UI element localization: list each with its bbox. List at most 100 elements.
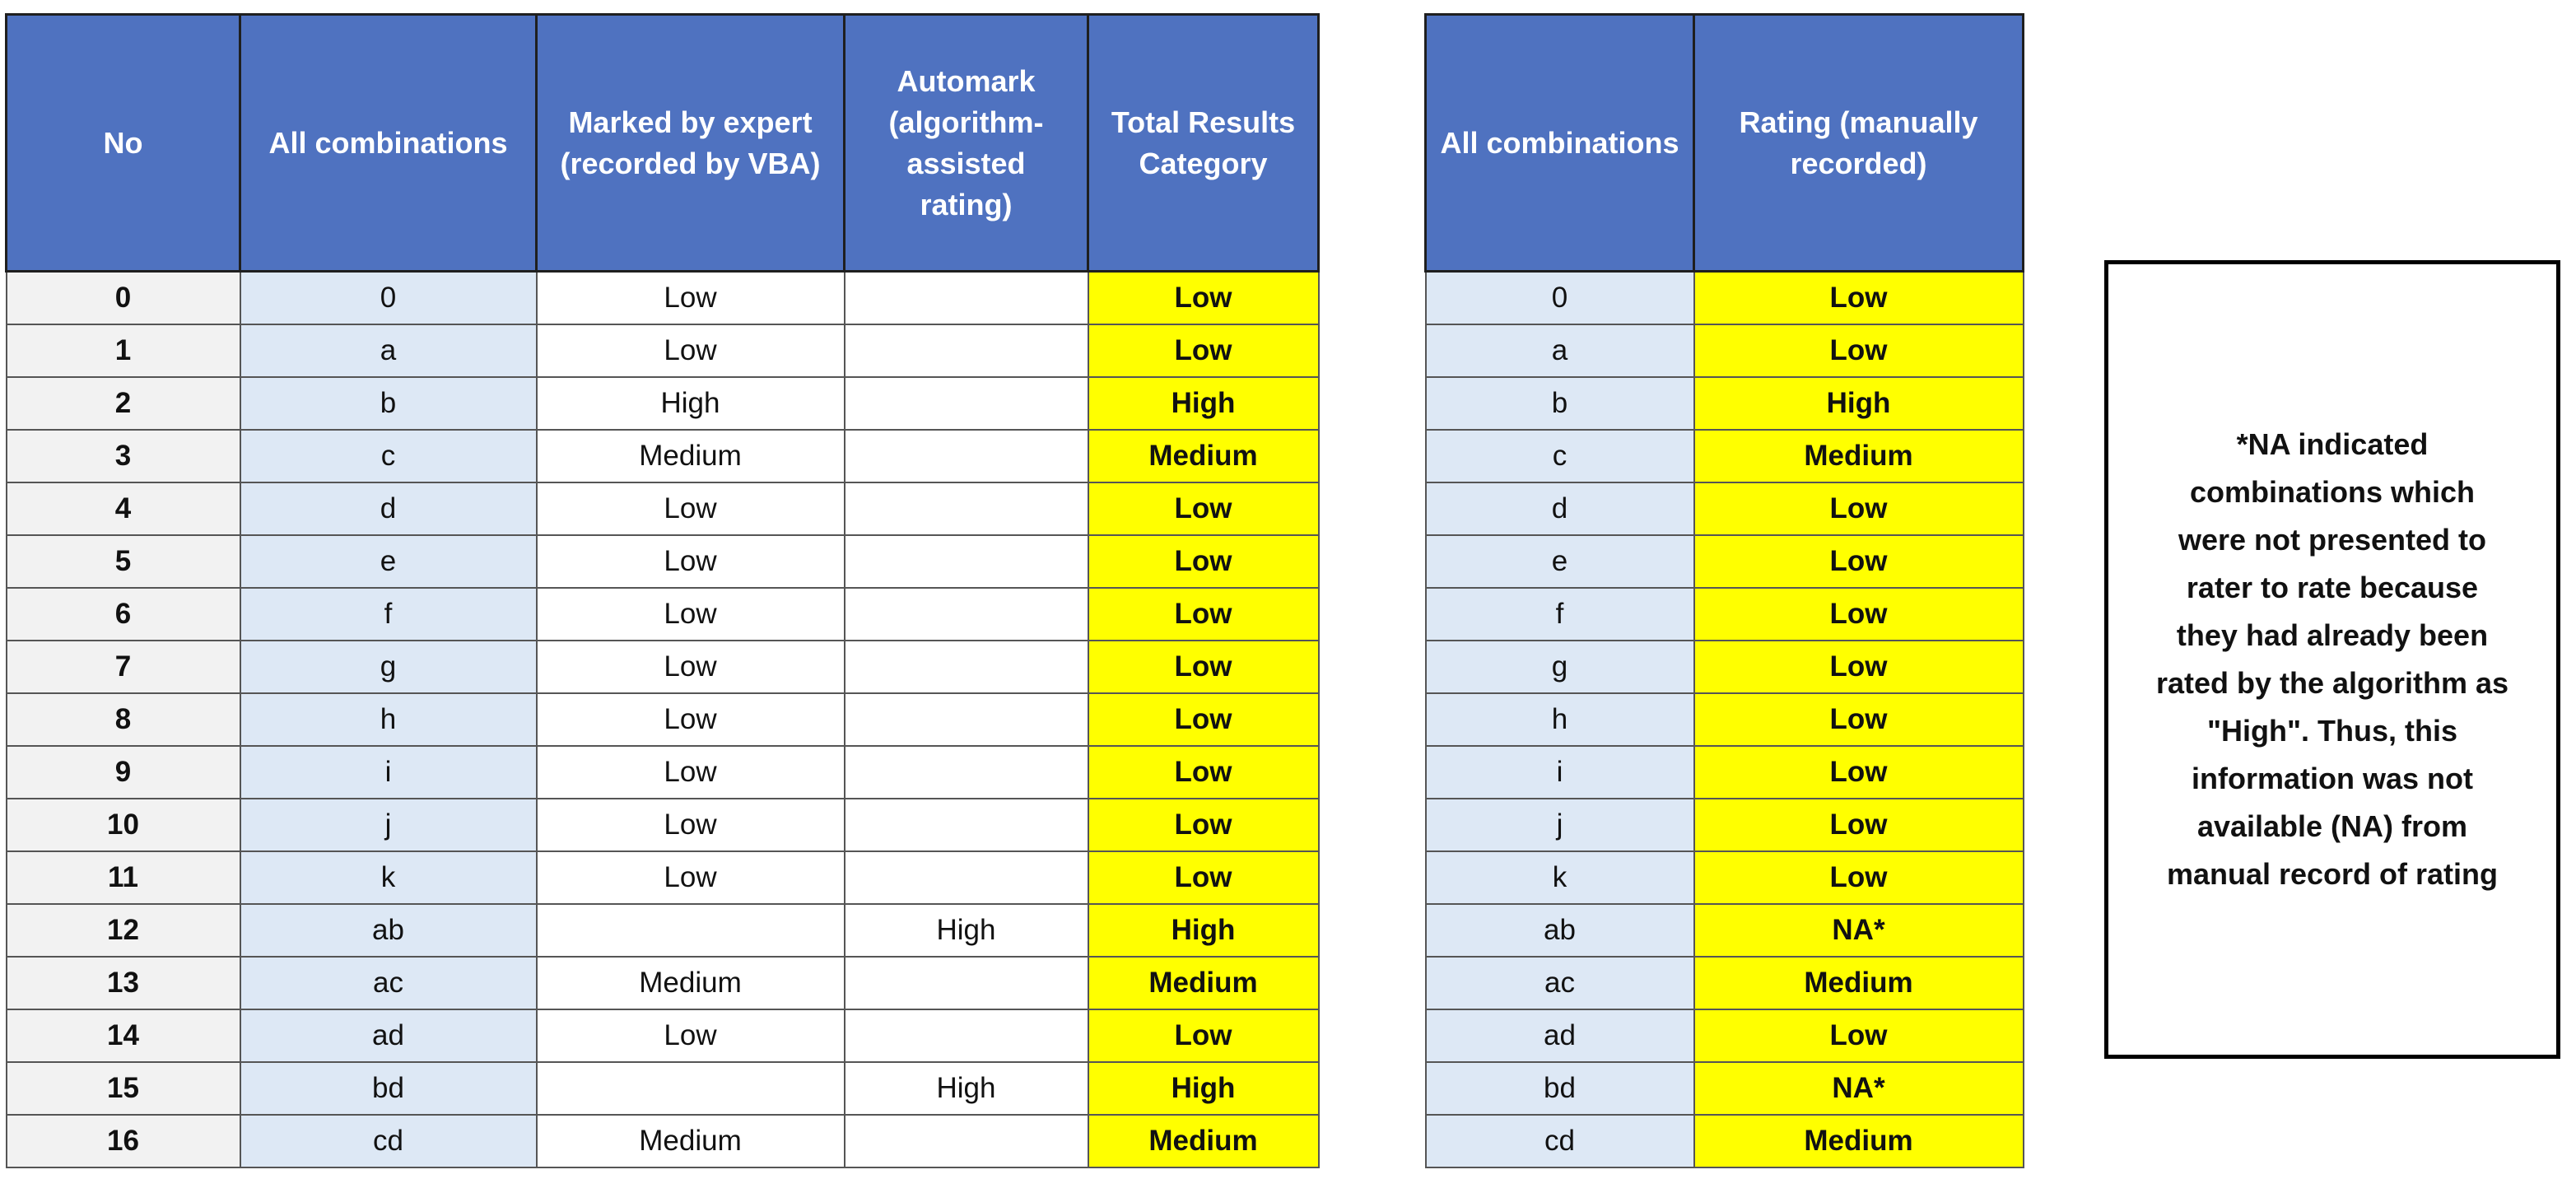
- cell: g: [239, 639, 538, 694]
- row: i Low: [1424, 744, 2024, 799]
- cell: [843, 481, 1089, 536]
- row: h Low: [1424, 692, 2024, 747]
- cell: d: [1424, 481, 1695, 536]
- results-table: No All combinations Marked by expert (reco…: [5, 13, 1320, 1168]
- cell: [843, 850, 1089, 905]
- cell: [843, 692, 1089, 747]
- row: g Low: [1424, 639, 2024, 694]
- note-line: *NA indicated: [2236, 427, 2429, 461]
- cell: [843, 586, 1089, 641]
- row: 16 cd Medium Medium: [5, 1113, 1320, 1168]
- cell: Low: [1693, 534, 2024, 589]
- cell: [843, 797, 1089, 852]
- cell: k: [239, 850, 538, 905]
- cell: Low: [535, 270, 845, 325]
- row: 15 bd High High: [5, 1060, 1320, 1116]
- row: 9 i Low Low: [5, 744, 1320, 799]
- cell: Low: [1693, 850, 2024, 905]
- cell: Low: [1693, 1008, 2024, 1063]
- cell: i: [239, 744, 538, 799]
- cell: bd: [1424, 1060, 1695, 1116]
- cell: High: [1087, 375, 1320, 431]
- row: 2 b High High: [5, 375, 1320, 431]
- row: 5 e Low Low: [5, 534, 1320, 589]
- cell: [843, 270, 1089, 325]
- cell: h: [239, 692, 538, 747]
- row: c Medium: [1424, 428, 2024, 483]
- cell: Low: [535, 744, 845, 799]
- row: 8 h Low Low: [5, 692, 1320, 747]
- cell: Low: [535, 1008, 845, 1063]
- cell: NA*: [1693, 902, 2024, 958]
- cell: ad: [1424, 1008, 1695, 1063]
- cell: 7: [5, 639, 241, 694]
- cell: ab: [239, 902, 538, 958]
- cell: 0: [5, 270, 241, 325]
- cell: Low: [1087, 270, 1320, 325]
- row: e Low: [1424, 534, 2024, 589]
- cell: [843, 1008, 1089, 1063]
- cell: f: [239, 586, 538, 641]
- cell: Medium: [1087, 1113, 1320, 1168]
- header-cell: Automark (algorithm-assisted rating): [843, 13, 1089, 273]
- cell: 6: [5, 586, 241, 641]
- cell: Low: [1693, 692, 2024, 747]
- row: 11 k Low Low: [5, 850, 1320, 905]
- cell: Medium: [1693, 428, 2024, 483]
- cell: 16: [5, 1113, 241, 1168]
- note-box: *NA indicated combinations which were not …: [2104, 260, 2560, 1059]
- row: 0 0 Low Low: [5, 270, 1320, 325]
- cell: High: [1087, 902, 1320, 958]
- note-line: available (NA) from: [2196, 809, 2468, 843]
- cell: Medium: [1087, 955, 1320, 1010]
- row: j Low: [1424, 797, 2024, 852]
- cell: Low: [1087, 534, 1320, 589]
- note-line: rated by the algorithm as: [2155, 666, 2509, 700]
- row: b High: [1424, 375, 2024, 431]
- cell: bd: [239, 1060, 538, 1116]
- cell: [843, 639, 1089, 694]
- note-line: rater to rate because: [2186, 571, 2479, 604]
- cell: Low: [1087, 586, 1320, 641]
- header-cell: Marked by expert (recorded by VBA): [535, 13, 845, 273]
- cell: i: [1424, 744, 1695, 799]
- cell: 0: [239, 270, 538, 325]
- cell: Medium: [1087, 428, 1320, 483]
- cell: Low: [535, 797, 845, 852]
- cell: Low: [1693, 744, 2024, 799]
- cell: 13: [5, 955, 241, 1010]
- cell: Low: [1693, 797, 2024, 852]
- cell: g: [1424, 639, 1695, 694]
- row: bd NA*: [1424, 1060, 2024, 1116]
- cell: e: [1424, 534, 1695, 589]
- cell: High: [843, 1060, 1089, 1116]
- row: 0 Low: [1424, 270, 2024, 325]
- row: ac Medium: [1424, 955, 2024, 1010]
- cell: b: [239, 375, 538, 431]
- cell: d: [239, 481, 538, 536]
- cell: e: [239, 534, 538, 589]
- cell: Low: [1087, 481, 1320, 536]
- cell: [843, 375, 1089, 431]
- header-cell: Total Results Category: [1087, 13, 1320, 273]
- cell: [843, 323, 1089, 378]
- cell: 3: [5, 428, 241, 483]
- cell: Low: [535, 586, 845, 641]
- row: 6 f Low Low: [5, 586, 1320, 641]
- header-row: No All combinations Marked by expert (reco…: [5, 13, 1320, 273]
- header-cell: Rating (manually recorded): [1693, 13, 2024, 273]
- cell: High: [1087, 1060, 1320, 1116]
- cell: Low: [1087, 1008, 1320, 1063]
- cell: a: [239, 323, 538, 378]
- cell: [535, 902, 845, 958]
- cell: ac: [1424, 955, 1695, 1010]
- cell: Low: [535, 850, 845, 905]
- note-line: were not presented to: [2178, 523, 2487, 557]
- cell: ab: [1424, 902, 1695, 958]
- cell: j: [239, 797, 538, 852]
- row: 7 g Low Low: [5, 639, 1320, 694]
- row: 4 d Low Low: [5, 481, 1320, 536]
- row: 14 ad Low Low: [5, 1008, 1320, 1063]
- cell: 9: [5, 744, 241, 799]
- note-line: information was not: [2192, 762, 2473, 795]
